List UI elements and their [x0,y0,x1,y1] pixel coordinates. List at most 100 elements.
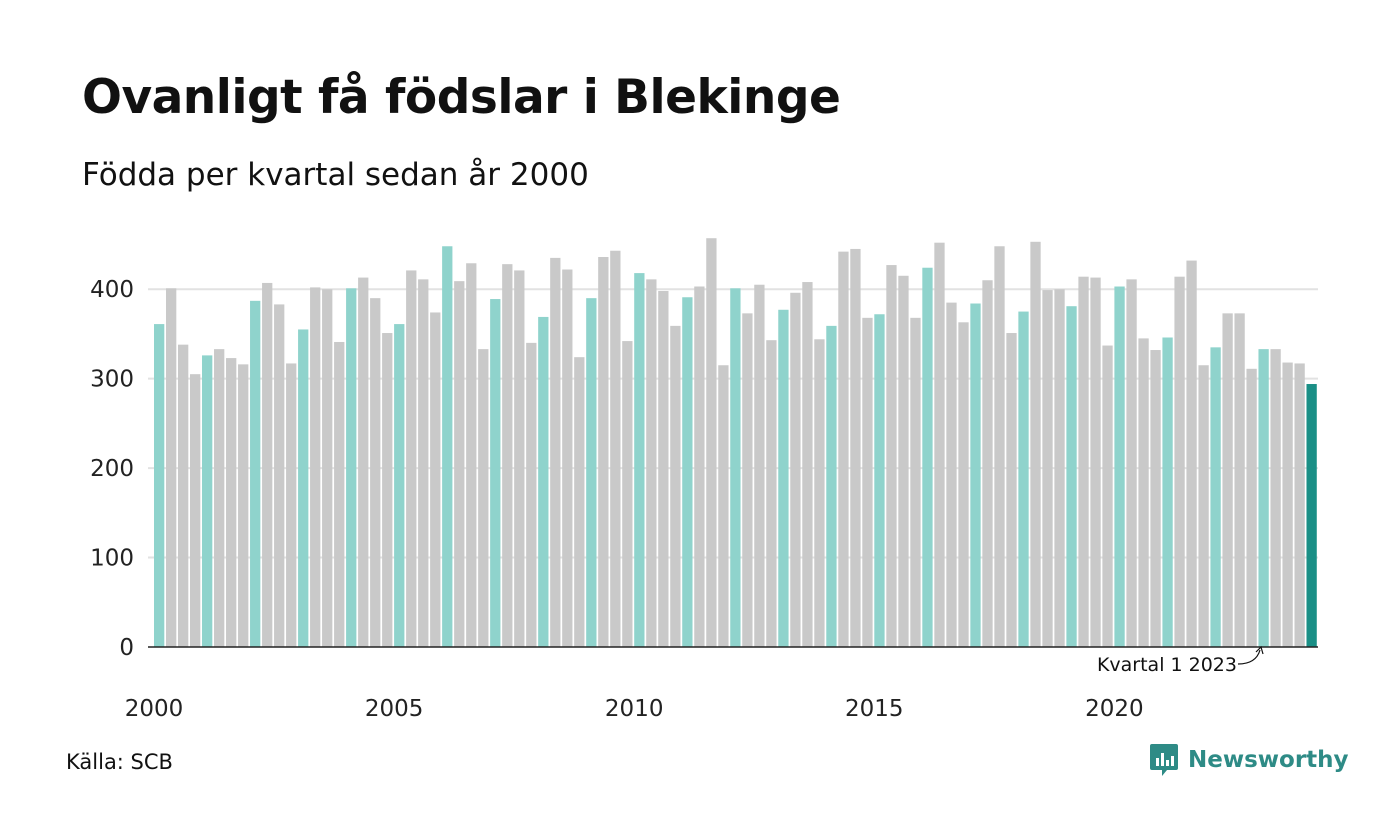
bar [886,265,897,647]
bar [190,374,201,647]
bar [850,248,861,647]
bar [982,280,993,647]
bar [226,358,237,647]
bar [538,316,549,647]
bar [1042,290,1053,647]
chart-subtitle: Födda per kvartal sedan år 2000 [82,157,589,193]
annotation-label: Kvartal 1 2023 [1097,654,1237,676]
bar [178,344,189,647]
bar [670,325,681,647]
bar [1294,363,1305,647]
bar [802,282,813,647]
bar [394,324,405,647]
bar [574,357,585,647]
newsworthy-logo-icon [1150,744,1178,776]
bar [1282,362,1293,647]
bar [1090,277,1101,647]
bar [694,286,705,647]
bar [634,273,645,647]
bar [766,340,777,647]
y-tick-label: 0 [119,635,134,661]
bar [1198,365,1209,647]
bar [814,339,825,647]
source-note: Källa: SCB [66,750,173,774]
bar [514,270,525,647]
bar [1006,333,1017,647]
bar [406,270,417,647]
bar [1222,313,1233,647]
bar [994,246,1005,647]
bar [154,324,165,647]
x-axis-labels: 2000 2005 2010 2015 2020 [125,696,1144,722]
y-tick-label: 300 [90,367,134,393]
bar [310,287,321,647]
x-tick-label: 2020 [1085,696,1144,722]
bar [898,275,909,647]
bar [1270,349,1281,647]
bar [442,246,453,647]
y-axis-labels: 0 100 200 300 400 [90,277,134,661]
bar [1186,260,1197,647]
bar [502,264,513,647]
bar [1246,368,1257,647]
bar [922,267,933,647]
bar [418,279,429,647]
bar [250,300,261,647]
brand-name: Newsworthy [1188,747,1349,773]
brand-logo: Newsworthy [1148,742,1349,778]
bar [1030,241,1041,648]
bar [166,288,177,647]
bar [706,238,717,647]
bar [262,282,273,647]
chart-title: Ovanligt få födslar i Blekinge [82,70,841,125]
bar [1234,313,1245,647]
bar [430,312,441,647]
bar [298,329,309,647]
annotation-arrow [1237,649,1261,665]
x-tick-label: 2015 [845,696,904,722]
bar [610,250,621,648]
bar [274,304,285,647]
bar [322,289,333,647]
bar [598,257,609,647]
bar [958,322,969,647]
bar [358,277,369,647]
bar [1306,384,1317,647]
annotation-arrowhead [1255,645,1264,655]
bar [214,349,225,647]
bar [1162,337,1173,647]
bar [778,309,789,647]
bar [346,288,357,647]
x-tick-label: 2010 [605,696,664,722]
bar [286,363,297,647]
bar [550,257,561,647]
bar [334,341,345,647]
bar [1102,345,1113,647]
bar [1210,347,1221,647]
bar [1138,338,1149,647]
bar [454,281,465,647]
bar [202,355,213,647]
bar [970,303,981,647]
bar [1174,276,1185,647]
bar [466,263,477,647]
bar [586,298,597,647]
bar [838,251,849,647]
bar [874,314,885,647]
bar [238,364,249,647]
bar [478,349,489,647]
bar [730,288,741,647]
bar [862,317,873,647]
bar [718,365,729,647]
x-tick-label: 2000 [125,696,184,722]
bar [754,284,765,647]
bar [658,290,669,647]
bar [1126,279,1137,647]
bar [1066,306,1077,647]
bar [1054,289,1065,647]
bar [826,325,837,647]
bar [382,333,393,647]
bar [1258,349,1269,647]
bar [562,269,573,647]
